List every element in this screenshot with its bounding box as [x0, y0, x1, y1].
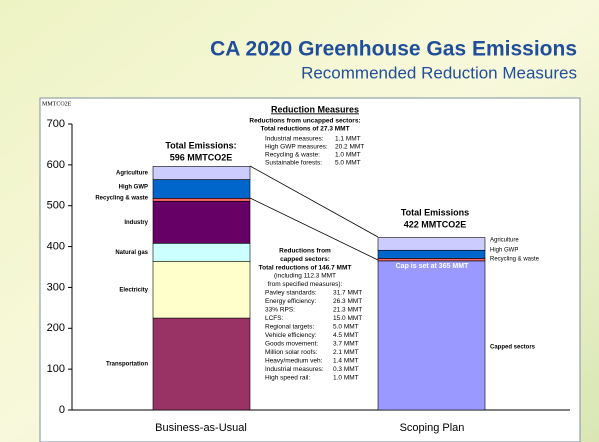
bar-segment	[152, 260, 251, 319]
bar-segment	[152, 198, 251, 202]
bar-segment	[152, 200, 251, 244]
reduction-amount: 4.5 MMT	[333, 332, 359, 339]
segment-label: Recycling & waste	[95, 196, 148, 202]
reduction-item: Industrial measures:	[265, 366, 324, 373]
reduction-item: LCFS:	[265, 315, 284, 322]
y-tick-label: 200	[47, 322, 65, 334]
chart-subtitle: Recommended Reduction Measures	[301, 63, 577, 82]
reduction-line: Total reductions of 146.7 MMT	[259, 264, 352, 271]
segment-label: Agriculture	[490, 238, 519, 244]
x-tick-label: Scoping Plan	[400, 422, 465, 434]
reduction-amount: 3.7 MMT	[333, 341, 359, 348]
bar-segment	[377, 237, 486, 251]
reduction-amount: 1.1 MMT	[335, 136, 361, 143]
y-tick-label: 500	[47, 200, 65, 212]
segment-label: High GWP	[490, 248, 518, 254]
reduction-item: Million solar roofs:	[265, 349, 318, 356]
reduction-amount: 20.2 MMT	[335, 144, 364, 151]
reduction-amount: 21.3 MMT	[333, 307, 362, 314]
reduction-line: capped sectors:	[280, 256, 330, 263]
reduction-amount: 26.3 MMT	[333, 298, 362, 305]
segment-label: Agriculture	[116, 171, 149, 177]
reduction-item: 33% RPS:	[265, 307, 295, 314]
connector	[249, 197, 379, 261]
reduction-line: Reductions from uncapped sectors:	[249, 118, 360, 125]
reduction-line: Total reductions of 27.3 MMT	[260, 126, 349, 133]
bar-segment	[152, 179, 251, 199]
bar-segment	[152, 317, 251, 411]
reduction-line: Reductions from	[279, 248, 331, 255]
reduction-amount: 1.0 MMT	[333, 375, 359, 382]
y-tick-label: 600	[47, 159, 65, 171]
y-tick-label: 700	[47, 118, 65, 130]
y-axis-label: MMTCO2E	[42, 101, 72, 107]
reduction-amount: 1.0 MMT	[335, 152, 361, 159]
segment-label: Capped sectors	[490, 345, 536, 351]
segment-label: Electricity	[119, 287, 148, 293]
reduction-amount: 2.1 MMT	[333, 349, 359, 356]
segment-label: High GWP	[119, 185, 148, 191]
reduction-item: Energy efficiency:	[265, 298, 316, 305]
reduction-amount: 5.0 MMT	[335, 160, 361, 167]
reduction-line: (including 112.3 MMT	[274, 273, 336, 280]
reduction-item: Pavley standards:	[265, 290, 317, 297]
bar-segment	[377, 260, 486, 411]
bar-segment	[377, 249, 486, 259]
bar-segment	[152, 243, 251, 262]
reduction-amount: 5.0 MMT	[333, 324, 359, 331]
chart-panel	[39, 97, 581, 442]
annotation: Total Emissions	[401, 207, 469, 217]
y-tick-label: 100	[47, 363, 65, 375]
chart-title: CA 2020 Greenhouse Gas Emissions	[210, 38, 577, 61]
reduction-item: Industrial measures:	[265, 136, 324, 143]
y-tick-label: 0	[59, 404, 65, 416]
annotation: 596 MMTCO2E	[170, 152, 233, 162]
connector	[249, 165, 379, 238]
bar-segment	[152, 166, 251, 180]
reduction-item: Regional targets:	[265, 324, 314, 331]
reduction-item: Heavy/medium veh:	[265, 358, 323, 365]
reduction-item: Vehicle efficiency:	[265, 332, 317, 339]
reduction-item: Sustainable forests:	[265, 160, 322, 167]
segment-label: Transportation	[106, 362, 148, 368]
y-tick-label: 400	[47, 240, 65, 252]
segment-label: Natural gas	[115, 250, 148, 256]
y-tick-label: 300	[47, 281, 65, 293]
reduction-item: High speed rail:	[265, 375, 310, 382]
segment-label: Recycling & waste	[490, 257, 540, 263]
reduction-amount: 31.7 MMT	[333, 290, 362, 297]
bar-segment	[377, 258, 486, 262]
annotation: Total Emissions:	[165, 140, 236, 150]
annotation: Cap is set at 365 MMT	[396, 263, 469, 270]
segment-label: Industry	[124, 220, 148, 226]
reduction-item: Recycling & waste:	[265, 152, 320, 159]
reduction-item: Goods movement:	[265, 341, 318, 348]
reduction-amount: 0.3 MMT	[333, 366, 359, 373]
reduction-amount: 1.4 MMT	[333, 358, 359, 365]
annotation: 422 MMTCO2E	[404, 219, 467, 229]
reduction-title: Reduction Measures	[271, 104, 359, 114]
reduction-amount: 15.0 MMT	[333, 315, 362, 322]
x-tick-label: Business-as-Usual	[155, 422, 247, 434]
reduction-line: from specified measures):	[268, 281, 343, 288]
reduction-item: High GWP measures:	[265, 144, 328, 151]
